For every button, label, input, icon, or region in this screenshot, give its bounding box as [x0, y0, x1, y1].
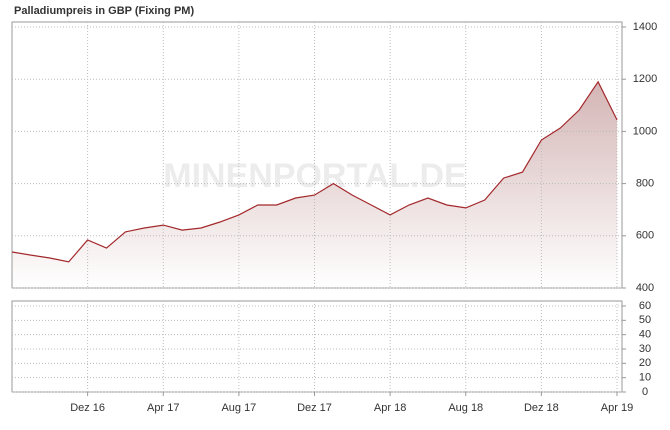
chart-title: Palladiumpreis in GBP (Fixing PM)	[14, 5, 194, 17]
plot-frame	[11, 300, 623, 393]
y-tick-label: 600	[636, 230, 654, 242]
x-tick-label: Apr 18	[374, 402, 406, 414]
x-tick-label: Aug 17	[221, 402, 256, 414]
x-tick-label: Apr 17	[147, 402, 179, 414]
x-tick-label: Aug 18	[448, 402, 483, 414]
y-tick-label: 1400	[633, 21, 657, 33]
x-tick-label: Dez 18	[524, 402, 559, 414]
plot-frame	[11, 21, 623, 289]
x-tick-label: Dez 17	[297, 402, 332, 414]
y-tick-label: 30	[639, 343, 651, 355]
x-tick-label: Dez 16	[70, 402, 105, 414]
x-tick-label: Apr 19	[601, 402, 633, 414]
y-tick-label: 400	[636, 282, 654, 294]
area	[12, 81, 617, 288]
y-tick-label: 50	[639, 314, 651, 326]
y-tick-label: 0	[642, 386, 648, 398]
y-tick-label: 40	[639, 329, 651, 341]
y-tick-label: 60	[639, 300, 651, 312]
y-tick-label: 1000	[633, 125, 657, 137]
y-tick-label: 20	[639, 357, 651, 369]
line	[11, 80, 618, 263]
y-tick-label: 10	[639, 372, 651, 384]
y-tick-label: 800	[636, 178, 654, 190]
y-tick-label: 1200	[633, 73, 657, 85]
